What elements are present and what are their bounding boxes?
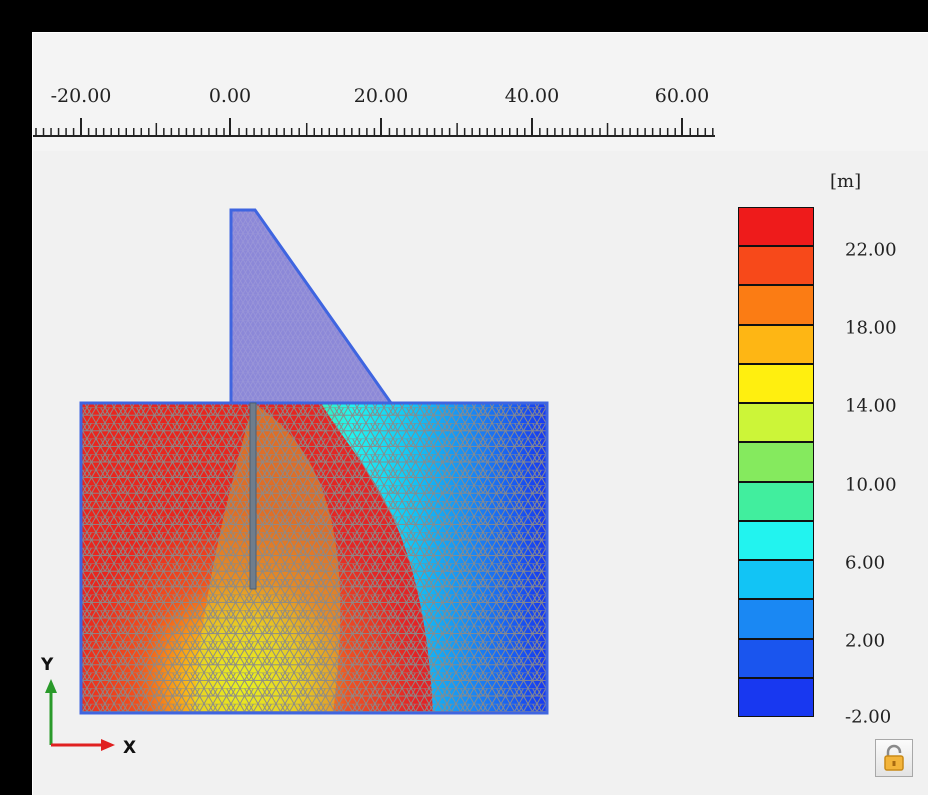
legend-label: 6.00 bbox=[845, 552, 886, 574]
soil-domain bbox=[79, 401, 549, 715]
sheet-pile bbox=[249, 402, 257, 590]
legend-band bbox=[739, 676, 813, 717]
axis-x-label: X bbox=[123, 738, 137, 758]
horizontal-ruler: -20.00 0.00 20.00 40.00 60.00 bbox=[33, 33, 928, 151]
legend-band bbox=[739, 598, 813, 638]
axis-indicator bbox=[45, 679, 115, 751]
ruler-label: 0.00 bbox=[208, 85, 252, 107]
axis-y-label: Y bbox=[41, 655, 54, 675]
window-frame: -20.00 0.00 20.00 40.00 60.00 bbox=[10, 10, 928, 795]
legend-unit: [m] bbox=[830, 171, 862, 192]
legend-label: 14.00 bbox=[845, 395, 897, 417]
legend-label: 10.00 bbox=[845, 474, 897, 496]
legend-band bbox=[739, 480, 813, 520]
legend-band bbox=[739, 519, 813, 560]
legend-band bbox=[739, 208, 813, 246]
ruler-label: 60.00 bbox=[654, 85, 710, 107]
legend-label: 18.00 bbox=[845, 317, 897, 339]
lock-button[interactable] bbox=[875, 739, 913, 777]
legend-band bbox=[739, 362, 813, 403]
legend-band bbox=[739, 323, 813, 363]
legend-label: 2.00 bbox=[845, 630, 886, 652]
model-canvas[interactable] bbox=[33, 33, 723, 795]
ruler-ticks bbox=[33, 118, 715, 137]
dam-structure bbox=[229, 208, 394, 405]
color-legend bbox=[738, 207, 814, 717]
legend-label: 22.00 bbox=[845, 239, 897, 261]
legend-band bbox=[739, 245, 813, 285]
ruler-label: 20.00 bbox=[353, 85, 409, 107]
lock-icon bbox=[884, 744, 904, 771]
legend-band bbox=[739, 402, 813, 442]
legend-band bbox=[739, 559, 813, 599]
output-viewport[interactable]: -20.00 0.00 20.00 40.00 60.00 bbox=[32, 32, 928, 795]
legend-label: -2.00 bbox=[845, 706, 892, 728]
legend-band bbox=[739, 284, 813, 324]
ruler-label: 40.00 bbox=[504, 85, 560, 107]
legend-band bbox=[739, 441, 813, 481]
ruler-label: -20.00 bbox=[50, 85, 112, 107]
legend-band bbox=[739, 637, 813, 677]
